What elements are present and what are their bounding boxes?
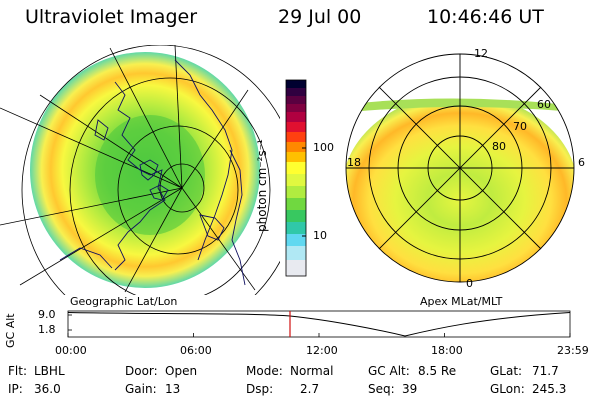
timeline-ytick-bottom: 1.8 (38, 323, 56, 336)
mlt-label-18: 18 (347, 156, 361, 169)
mlt-label-12: 12 (474, 47, 488, 60)
dsp-value: 2.7 (300, 382, 320, 396)
seq-label: Seq: (368, 382, 395, 396)
timeline-ytick-top: 9.0 (38, 308, 56, 321)
timeline-xtick-1800: 18:00 (431, 344, 463, 357)
mode-value: Normal (290, 364, 334, 378)
gain-label: Gain: (125, 382, 157, 396)
timeline-xtick-1200: 12:00 (306, 344, 338, 357)
gcalt-value: 8.5 Re (418, 364, 457, 378)
filter-label: Flt: (8, 364, 27, 378)
colorbar-unit-label: photon cm⁻²s⁻¹ (255, 139, 269, 232)
filter-value: LBHL (34, 364, 65, 378)
gcalt-label: GC Alt: (368, 364, 410, 378)
mlt-label-0: 0 (466, 277, 473, 290)
mlat-label-60: 60 (537, 98, 551, 111)
glat-label: GLat: (490, 364, 523, 378)
coastlines (59, 59, 246, 286)
timeline-xtick-2359: 23:59 (557, 344, 589, 357)
timeline-axis-title: GC Alt (4, 313, 17, 348)
dsp-label: Dsp: (246, 382, 274, 396)
seq-value: 39 (402, 382, 418, 396)
mlt-label-6: 6 (578, 156, 585, 169)
glon-value: 245.3 (532, 382, 567, 396)
apex-grid (345, 53, 575, 283)
colorbar-tick-10: 10 (313, 229, 327, 242)
door-label: Door: (125, 364, 158, 378)
mlat-label-70: 70 (513, 120, 527, 133)
right-panel-title: Apex MLat/MLT (420, 295, 503, 308)
ip-value: 36.0 (34, 382, 61, 396)
left-panel-title: Geographic Lat/Lon (70, 295, 178, 308)
mlat-label-80: 80 (492, 140, 506, 153)
ip-label: IP: (8, 382, 23, 396)
glon-label: GLon: (490, 382, 525, 396)
colorbar-tick-100: 100 (313, 141, 334, 154)
image-time: 10:46:46 UT (427, 6, 544, 28)
mode-label: Mode: (246, 364, 283, 378)
timeline-xtick-0600: 06:00 (180, 344, 212, 357)
colorbar (285, 79, 307, 277)
door-value: Open (165, 364, 198, 378)
altitude-timeline (67, 310, 571, 338)
image-date: 29 Jul 00 (278, 6, 362, 28)
app-title: Ultraviolet Imager (25, 6, 198, 28)
glat-value: 71.7 (532, 364, 559, 378)
gain-value: 13 (165, 382, 181, 396)
timeline-xtick-0000: 00:00 (55, 344, 87, 357)
